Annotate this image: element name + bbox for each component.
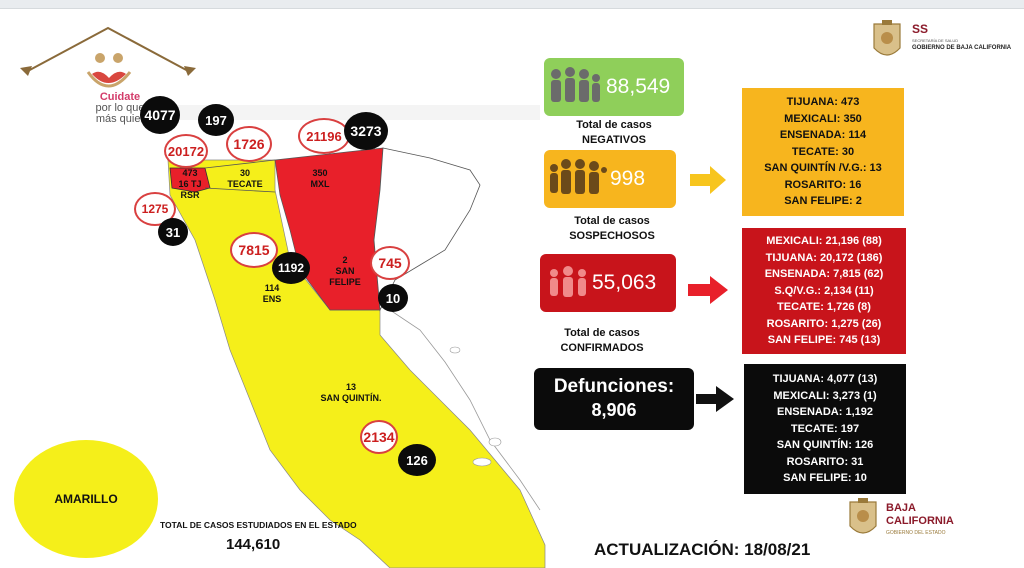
list-item: MEXICALI: 21,196 (88) [766,235,882,248]
death-circle-rosarito: 31 [158,218,188,246]
house-roof-icon [20,26,196,88]
list-item: ENSENADA: 114 [779,129,867,142]
ss-subtitle: SECRETARÍA DE SALUD [912,38,959,43]
arrow-right-icon [690,166,726,194]
negativos-box: 88,549 [544,58,684,116]
confirmed-circle-mexicali: 21196 [298,118,350,154]
list-item: SAN QUINTÍN /V.G.: 13 [764,162,882,175]
total-value: 144,610 [226,536,281,553]
window-top-bar [0,0,1024,9]
campaign-text-2: por lo que [95,102,145,114]
sospechosos-box: 998 [544,150,676,208]
death-circle-ensenada: 1192 [272,252,310,284]
negativos-caption: Total de casos NEGATIVOS [544,118,684,148]
death-circle-sanfelipe: 10 [378,284,408,312]
label-tecate-region: 30 TECATE [227,168,263,189]
list-item: TIJUANA: 20,172 (186) [765,251,883,264]
people-group-icon [550,159,607,194]
death-circle-sanquintin: 126 [398,444,436,476]
update-date: ACTUALIZACIÓN: 18/08/21 [594,540,811,559]
label-tijuana-region: 473 16 TJ RSR [178,168,202,200]
sospechosos-caption-2: SOSPECHOSOS [569,230,655,242]
bc-line-3: GOBIERNO DEL ESTADO [886,530,946,536]
label-ensenada-region: 114 ENS [262,283,282,304]
list-item: ENSENADA: 1,192 [777,406,873,419]
confirmados-caption-1: Total de casos [564,327,640,339]
confirmed-circle-ensenada: 7815 [230,232,278,268]
list-item: ENSENADA: 7,815 (62) [764,268,884,281]
death-circle-mexicali: 3273 [344,112,388,150]
arrow-right-icon [688,276,728,304]
list-item: TIJUANA: 473 [786,96,860,109]
people-group-icon [551,67,600,102]
list-item: TECATE: 197 [790,422,860,435]
label-sanfelipe-region: 2 SAN FELIPE [329,255,361,287]
map-backdrop [150,105,540,120]
negativos-caption-2: NEGATIVOS [582,134,646,146]
label-mexicali-region: 350 MXL [310,168,330,189]
list-item: SAN FELIPE: 2 [784,195,862,208]
bc-line-1: BAJA [886,502,916,514]
confirmados-list: MEXICALI: 21,196 (88) TIJUANA: 20,172 (1… [742,228,906,354]
defunciones-label: Defunciones: [553,376,675,397]
semaforo-label: AMARILLO [54,492,118,506]
ss-title: SS [912,22,929,36]
sospechosos-caption-1: Total de casos [574,215,650,227]
list-item: TECATE: 30 [791,145,855,158]
sospechosos-value: 998 [610,167,646,190]
sospechosos-caption: Total de casos SOSPECHOSOS [542,214,682,244]
confirmed-circle-rosarito: 1275 [134,192,176,226]
campaign-text-3: más quier [95,113,145,125]
confirmados-caption: Total de casos CONFIRMADOS [532,326,672,356]
coat-of-arms-icon [849,498,877,534]
confirmados-box: 55,063 [540,254,676,312]
confirmados-caption-2: CONFIRMADOS [560,342,644,354]
list-item: ROSARITO: 1,275 (26) [766,317,882,330]
tijuana-red-region [169,167,211,193]
ss-gov: GOBIERNO DE BAJA CALIFORNIA [912,45,1012,51]
defunciones-value: 8,906 [591,400,637,420]
list-item: S.Q/V.G.: 2,134 (11) [774,284,874,297]
list-item: SAN FELIPE: 745 (13) [767,334,881,347]
campaign-text-1: Cuidate [99,91,141,103]
confirmed-circle-tijuana: 20172 [164,134,208,168]
list-item: ROSARITO: 31 [786,455,864,468]
campaign-logo: Cuidate por lo que más quier [18,22,198,132]
semaforo-circle: AMARILLO [14,440,158,558]
list-item: MEXICALI: 3,273 (1) [773,389,877,402]
label-sanquintin-region: 13 SAN QUINTÍN. [320,382,382,403]
coat-of-arms-icon [873,20,901,56]
defunciones-box: Defunciones: 8,906 [534,368,694,430]
confirmed-circle-sanquintin: 2134 [360,420,398,454]
confirmed-circle-sanfelipe: 745 [370,246,410,280]
death-circle-tijuana: 4077 [140,96,180,134]
ss-logo: SS SECRETARÍA DE SALUD GOBIERNO DE BAJA … [870,18,1020,66]
bc-line-2: CALIFORNIA [886,515,954,527]
sospechosos-list: TIJUANA: 473 MEXICALI: 350 ENSENADA: 114… [742,88,904,216]
total-label: TOTAL DE CASOS ESTUDIADOS EN EL ESTADO [160,520,357,530]
list-item: SAN FELIPE: 10 [783,472,867,485]
people-group-icon [550,266,586,297]
list-item: ROSARITO: 16 [784,178,862,191]
defunciones-list: TIJUANA: 4,077 (13) MEXICALI: 3,273 (1) … [744,364,906,494]
death-circle-tecate: 197 [198,104,234,136]
confirmados-value: 55,063 [592,271,657,294]
baja-california-logo: BAJA CALIFORNIA GOBIERNO DEL ESTADO [846,496,996,546]
list-item: TIJUANA: 4,077 (13) [772,373,878,386]
negativos-value: 88,549 [606,75,671,98]
negativos-caption-1: Total de casos [576,119,652,131]
arrow-right-icon [696,386,734,412]
list-item: SAN QUINTÍN: 126 [776,439,874,452]
confirmed-circle-tecate: 1726 [226,126,272,162]
list-item: MEXICALI: 350 [784,112,862,125]
list-item: TECATE: 1,726 (8) [777,301,871,314]
